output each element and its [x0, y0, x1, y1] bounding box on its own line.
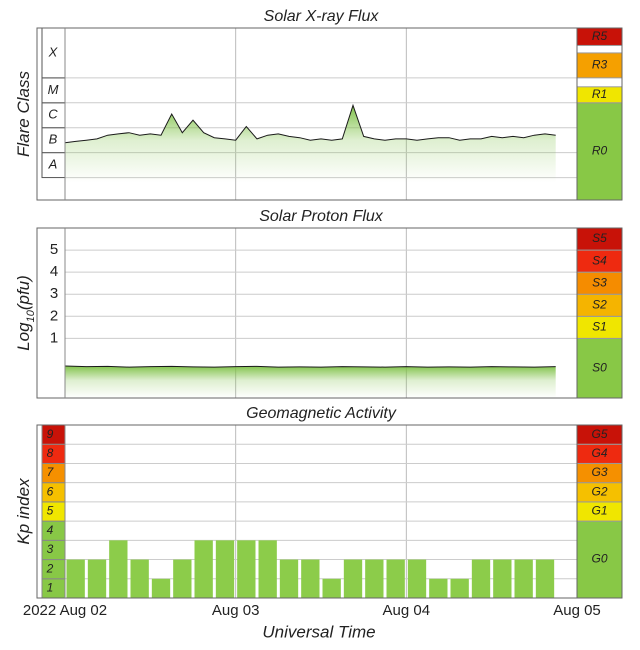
y-axis-label-part: Flare Class	[14, 71, 33, 157]
y-tick-label: 8	[47, 446, 54, 460]
y-tick-label: 9	[47, 427, 54, 441]
scale-band	[576, 102, 623, 201]
y-axis-label: Log10(pfu)	[14, 275, 36, 351]
x-tick-label: Aug 05	[553, 602, 601, 619]
y-tick-label: 1	[50, 329, 58, 346]
y-axis-label: Flare Class	[14, 71, 33, 157]
y-tick-label: 7	[47, 465, 55, 479]
bar	[258, 540, 277, 598]
tick-box	[41, 462, 66, 484]
plot-border	[36, 424, 623, 599]
tick-box	[41, 578, 66, 599]
y-tick-label: 2	[50, 307, 58, 324]
bar	[301, 559, 320, 598]
bar	[151, 578, 171, 598]
class-label: C	[48, 107, 58, 122]
tick-box	[41, 520, 66, 541]
panel-title: Solar Proton Flux	[259, 208, 384, 225]
area	[65, 366, 556, 398]
tick-box	[41, 443, 66, 464]
bar	[130, 559, 149, 598]
y-tick-label: 4	[47, 523, 54, 537]
bar	[365, 559, 384, 598]
x-tick-label: Aug 03	[212, 602, 260, 619]
scale-label: R5	[592, 29, 608, 43]
scale-label: S3	[592, 275, 607, 289]
scale-label: R1	[592, 87, 607, 101]
bar	[343, 559, 363, 598]
y-tick-label: 2	[46, 561, 54, 575]
bar	[215, 540, 235, 598]
bar	[386, 559, 405, 598]
scale-label: R3	[592, 58, 608, 72]
y-axis-label-part: Log	[14, 322, 33, 351]
y-axis-label-part: Kp index	[14, 478, 33, 545]
bar	[322, 578, 341, 598]
scale-label: G0	[591, 552, 607, 566]
x-tick-label: Aug 04	[383, 602, 431, 619]
scale-label: G1	[591, 504, 607, 518]
bar	[87, 559, 107, 598]
y-axis-label: Kp index	[14, 478, 33, 545]
tick-box	[41, 482, 66, 503]
line	[64, 365, 556, 368]
tick-box	[41, 424, 66, 445]
bar	[279, 559, 299, 598]
bar	[194, 540, 213, 598]
panel-title: Geomagnetic Activity	[246, 405, 397, 422]
scale-label: S5	[592, 231, 607, 245]
scale-label: S1	[592, 320, 607, 334]
tick-box	[41, 501, 66, 522]
tick-box	[41, 539, 66, 561]
bar	[109, 540, 128, 598]
bar	[471, 559, 491, 598]
bar	[429, 578, 448, 598]
bar	[407, 559, 427, 598]
scale-label: S4	[592, 253, 607, 267]
bar	[237, 540, 256, 598]
y-tick-label: 6	[47, 484, 54, 498]
line	[64, 103, 556, 144]
class-label: M	[48, 82, 59, 97]
y-tick-label: 5	[47, 504, 54, 518]
y-axis-label-part: (pfu)	[14, 275, 33, 310]
scale-label: G3	[591, 465, 607, 479]
plot-border	[36, 227, 623, 399]
y-tick-label: 5	[50, 241, 58, 258]
class-label: A	[48, 157, 58, 172]
plot-border	[36, 27, 623, 201]
scale-label: S0	[592, 360, 607, 374]
class-label: B	[49, 132, 58, 147]
scale-label: G4	[591, 446, 607, 460]
y-tick-label: 3	[47, 542, 54, 556]
bar	[514, 559, 533, 598]
tick-box	[41, 559, 66, 580]
bar	[450, 578, 469, 598]
y-tick-label: 3	[50, 285, 58, 302]
scale-label: S2	[592, 297, 607, 311]
scale-label: G5	[591, 427, 607, 441]
bar	[493, 559, 512, 598]
scale-band	[576, 520, 623, 599]
y-axis-label-part: 10	[25, 309, 37, 322]
x-axis-label: Universal Time	[262, 622, 375, 641]
area	[65, 105, 556, 183]
scale-label: R0	[592, 144, 608, 158]
bar	[66, 559, 85, 598]
bar	[535, 559, 555, 598]
y-tick-label: 1	[47, 581, 54, 595]
bar	[173, 559, 192, 598]
y-tick-label: 4	[50, 263, 58, 280]
scale-label: G2	[591, 484, 607, 498]
class-label: X	[48, 44, 59, 59]
panel-title: Solar X-ray Flux	[264, 8, 380, 25]
x-tick-label: 2022 Aug 02	[23, 602, 107, 619]
